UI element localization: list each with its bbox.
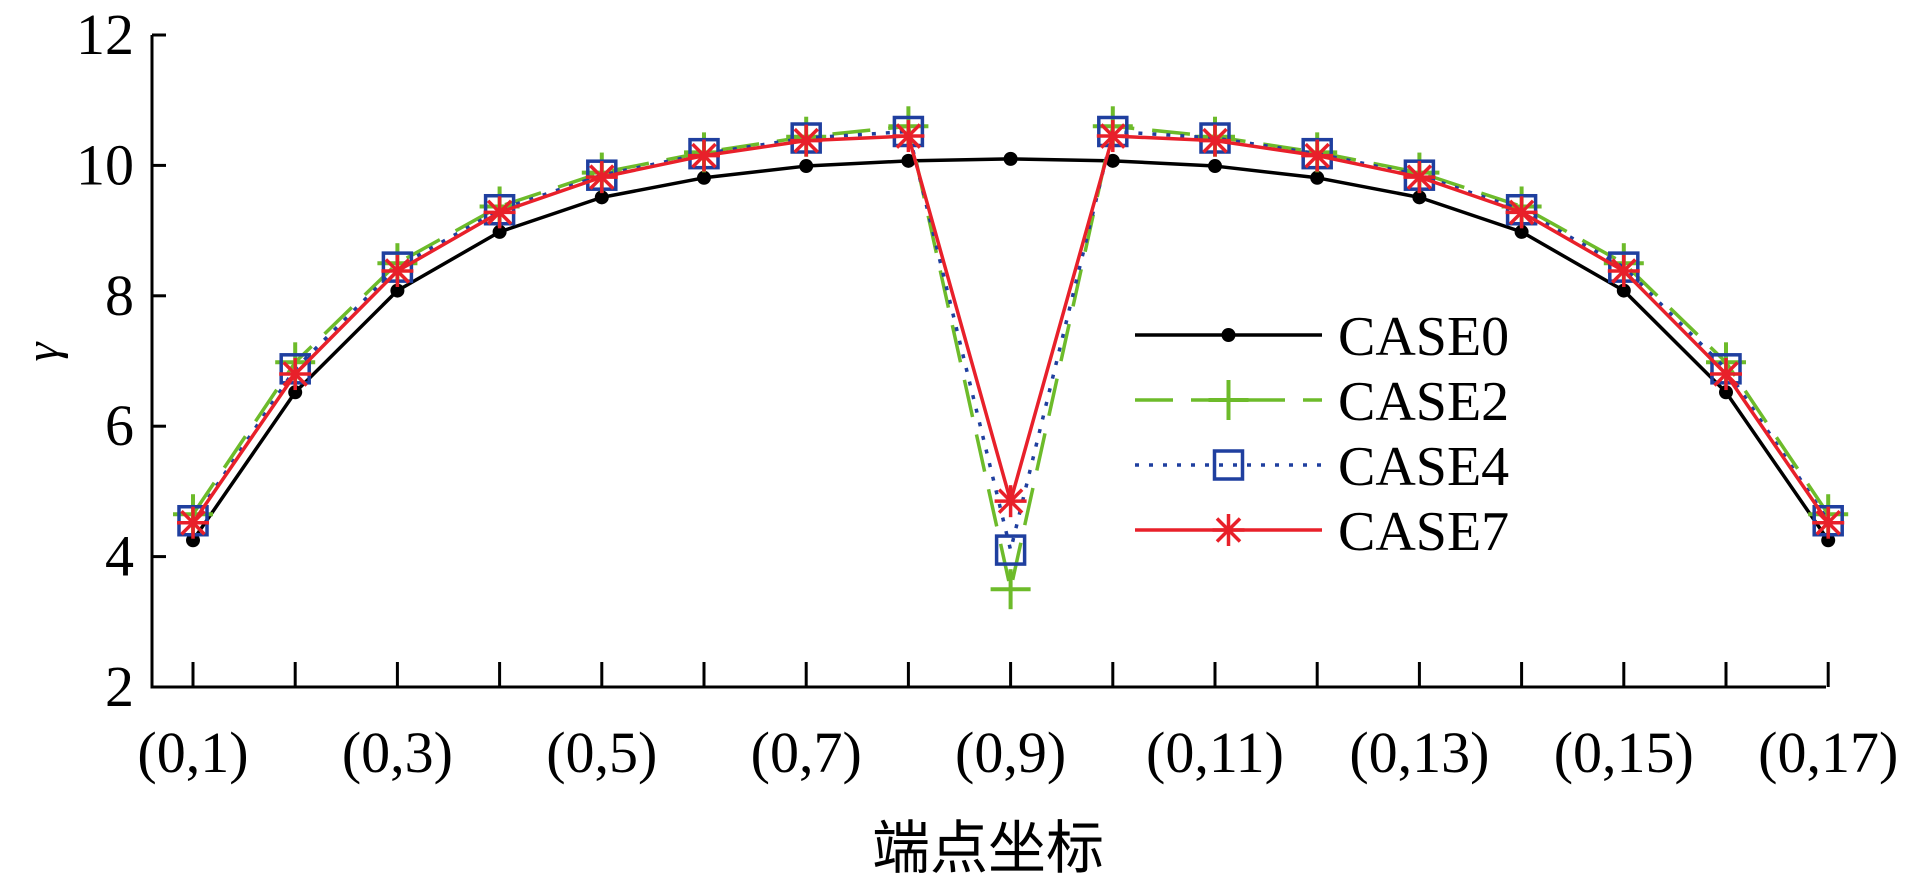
y-ticks: 2 4 6 8 10 12: [76, 2, 166, 719]
data-point: [1310, 170, 1325, 185]
y-tick-label: 8: [105, 263, 134, 328]
y-tick-label: 4: [105, 524, 134, 589]
data-point: [790, 124, 823, 157]
y-tick-label: 10: [76, 132, 134, 197]
legend-marker: [1208, 380, 1249, 420]
data-point: [1505, 196, 1538, 229]
legend-marker: [1212, 514, 1245, 546]
series-line: [191, 134, 1830, 524]
data-point: [1208, 159, 1222, 174]
x-tick-label: (0,15): [1554, 720, 1694, 785]
data-point: [1199, 124, 1231, 157]
y-tick-label: 6: [105, 393, 134, 458]
legend-item: CASE0: [1135, 306, 1509, 368]
data-point: [483, 196, 516, 229]
data-point: [1514, 224, 1529, 239]
legend-label: CASE7: [1338, 501, 1509, 563]
x-tick-label: (0,13): [1349, 720, 1489, 785]
x-tick-label: (0,17): [1758, 720, 1898, 785]
data-point: [994, 485, 1027, 518]
data-point: [1710, 358, 1742, 391]
data-point: [186, 533, 200, 548]
data-point: [1096, 120, 1129, 153]
data-point: [1105, 153, 1120, 168]
series-case2: [173, 106, 1849, 610]
x-axis-label: 端点坐标: [872, 814, 1104, 882]
data-point: [390, 283, 405, 298]
data-point: [990, 569, 1031, 610]
series-case0: [186, 151, 1836, 548]
legend-item: CASE2: [1135, 371, 1509, 433]
y-tick-label: 12: [76, 2, 134, 67]
data-point: [1003, 151, 1018, 166]
legend-item: CASE7: [1135, 501, 1509, 563]
data-point: [288, 385, 303, 400]
x-tick-label: (0,11): [1146, 720, 1284, 785]
data-point: [1719, 385, 1733, 400]
plot-area: [173, 106, 1849, 610]
data-point: [279, 358, 312, 391]
data-point: [177, 506, 209, 539]
x-tick-label: (0,1): [137, 720, 248, 785]
axes: [150, 35, 1826, 689]
series-case7: [177, 120, 1845, 539]
x-ticks: (0,1) (0,3) (0,5) (0,7) (0,9) (0,11) (0,13) (0,…: [137, 662, 1898, 785]
data-point: [585, 161, 618, 194]
data-point: [688, 139, 720, 172]
series-line: [191, 124, 1830, 591]
data-point: [1616, 283, 1631, 298]
x-tick-label: (0,9): [955, 720, 1066, 785]
x-tick-label: (0,5): [546, 720, 657, 785]
legend-label: CASE2: [1338, 371, 1509, 433]
data-point: [799, 159, 814, 174]
legend-marker: [1221, 328, 1236, 342]
data-point: [492, 224, 507, 239]
data-point: [1607, 255, 1640, 288]
data-point: [892, 120, 925, 153]
data-point: [697, 170, 711, 185]
data-point: [1403, 161, 1436, 194]
y-tick-label: 2: [105, 654, 134, 719]
legend-label: CASE4: [1338, 436, 1509, 498]
data-point: [381, 255, 414, 288]
x-tick-label: (0,7): [751, 720, 862, 785]
x-tick-label: (0,3): [342, 720, 453, 785]
data-point: [1821, 533, 1836, 548]
series-line: [191, 157, 1830, 542]
data-point: [994, 534, 1027, 566]
legend-marker: [1212, 449, 1245, 481]
data-point: [901, 153, 916, 168]
data-point: [594, 190, 609, 205]
y-axis-label: γ: [16, 341, 69, 361]
legend-label: CASE0: [1338, 306, 1509, 368]
data-point: [1812, 506, 1845, 539]
data-point: [1412, 190, 1427, 205]
legend-item: CASE4: [1135, 436, 1509, 498]
data-point: [1301, 139, 1334, 172]
